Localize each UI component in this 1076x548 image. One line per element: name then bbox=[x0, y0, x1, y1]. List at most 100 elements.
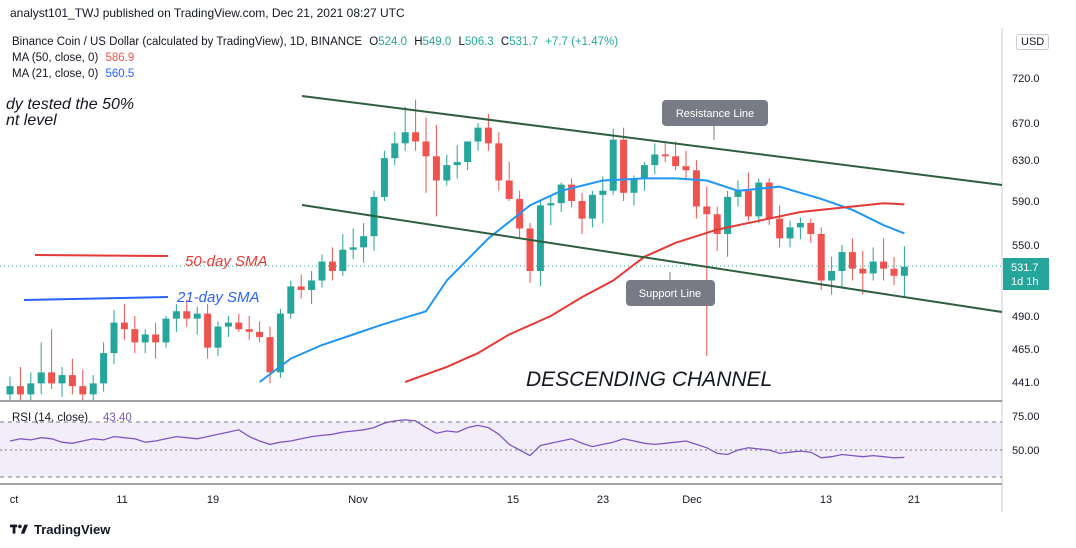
candle-body bbox=[256, 331, 264, 338]
candle-body bbox=[48, 372, 56, 384]
currency-button[interactable]: USD bbox=[1016, 34, 1050, 50]
candle-body bbox=[547, 203, 555, 206]
candle bbox=[328, 247, 336, 281]
candle-body bbox=[682, 166, 690, 171]
candle-body bbox=[776, 218, 784, 239]
candle-body bbox=[640, 165, 648, 179]
candle bbox=[640, 162, 648, 191]
candle bbox=[630, 175, 638, 206]
time-tick-label: 13 bbox=[820, 494, 832, 506]
sma21-annotation: 21-day SMA bbox=[176, 289, 260, 306]
candle bbox=[536, 201, 544, 287]
candle bbox=[380, 150, 388, 201]
candle-body bbox=[484, 127, 492, 144]
sma21-drawn-line[interactable] bbox=[23, 296, 169, 301]
partial-annotation-line2: nt level bbox=[6, 112, 57, 129]
candles-group bbox=[6, 99, 908, 400]
candle-body bbox=[6, 386, 14, 395]
candle-body bbox=[276, 313, 284, 373]
candle bbox=[588, 190, 596, 228]
candle-body bbox=[848, 252, 856, 269]
candle-body bbox=[349, 247, 357, 250]
candle-body bbox=[183, 311, 191, 319]
candle bbox=[183, 299, 191, 327]
resistance-callout-box[interactable] bbox=[662, 100, 768, 126]
candle bbox=[734, 180, 742, 207]
candle bbox=[474, 123, 482, 151]
time-tick-label: ct bbox=[10, 494, 19, 506]
candle bbox=[890, 256, 898, 286]
candle bbox=[370, 190, 378, 251]
candle bbox=[547, 194, 555, 226]
change-value: +7.7 (+1.47%) bbox=[545, 36, 619, 48]
high-label: H bbox=[414, 36, 423, 48]
chart-legend: Binance Coin / US Dollar (calculated by … bbox=[12, 34, 618, 82]
candle-body bbox=[422, 141, 430, 157]
support-trendline[interactable] bbox=[301, 204, 1003, 313]
candle-body bbox=[880, 261, 888, 269]
candle bbox=[162, 316, 170, 348]
time-tick-label: 15 bbox=[507, 494, 519, 506]
candle-body bbox=[609, 139, 617, 191]
candle bbox=[807, 218, 815, 243]
sma50-drawn-line[interactable] bbox=[34, 254, 169, 257]
ma21-line bbox=[259, 177, 905, 383]
low-label: L bbox=[458, 36, 465, 48]
candle bbox=[141, 329, 149, 354]
candle-body bbox=[193, 313, 201, 319]
candle-body bbox=[16, 386, 24, 395]
candle-body bbox=[557, 184, 565, 204]
candle bbox=[755, 178, 763, 223]
candle bbox=[318, 254, 326, 288]
footer-brand-text: TradingView bbox=[34, 522, 111, 537]
price-tag-value: 531.7 bbox=[1011, 262, 1039, 274]
candle-body bbox=[224, 322, 232, 327]
candle bbox=[131, 316, 139, 354]
time-tick-label: Nov bbox=[348, 494, 368, 506]
candle bbox=[172, 304, 180, 332]
candle-body bbox=[838, 252, 846, 272]
candle-body bbox=[412, 132, 420, 142]
candle-body bbox=[869, 261, 877, 274]
candle-body bbox=[432, 156, 440, 181]
time-axis[interactable]: ct 11 19 Nov 15 23 Dec 13 21 bbox=[10, 494, 920, 506]
price-axis[interactable]: 720.0 670.0 630.0 590.0 550.0 490.0 465.0 441.0 bbox=[1012, 73, 1040, 389]
price-tick-label: 550.0 bbox=[1012, 240, 1040, 252]
candle bbox=[235, 313, 243, 332]
candle bbox=[526, 223, 534, 283]
candle bbox=[505, 162, 513, 201]
candle bbox=[557, 182, 565, 212]
support-callout-box[interactable] bbox=[626, 280, 715, 306]
candle bbox=[869, 247, 877, 281]
candle-body bbox=[27, 383, 35, 395]
candle-body bbox=[599, 190, 607, 195]
time-tick-label: 19 bbox=[207, 494, 219, 506]
candle bbox=[744, 172, 752, 221]
candle-body bbox=[588, 194, 596, 219]
candle-body bbox=[308, 280, 316, 290]
candle-body bbox=[37, 372, 45, 384]
rsi-tick-50: 50.00 bbox=[1012, 445, 1040, 457]
candle bbox=[796, 217, 804, 240]
time-tick-label: 23 bbox=[597, 494, 609, 506]
candle bbox=[661, 143, 669, 163]
candle bbox=[391, 132, 399, 166]
candle-body bbox=[692, 170, 700, 207]
ma21-value: 560.5 bbox=[105, 68, 135, 80]
price-tag-bg bbox=[1003, 258, 1049, 290]
resistance-trendline[interactable] bbox=[301, 95, 1003, 186]
candle bbox=[79, 369, 87, 400]
candle-body bbox=[339, 249, 347, 272]
candle bbox=[578, 192, 586, 234]
candle bbox=[152, 322, 160, 359]
candle bbox=[6, 376, 14, 400]
publish-header: analyst101_TWJ published on TradingView.… bbox=[10, 6, 405, 20]
candle-body bbox=[120, 322, 128, 330]
candle bbox=[37, 342, 45, 395]
candle bbox=[256, 321, 264, 343]
partial-annotation-line1: dy tested the 50% bbox=[6, 96, 134, 113]
candle bbox=[412, 99, 420, 151]
candle bbox=[828, 256, 836, 295]
candle bbox=[48, 329, 56, 389]
